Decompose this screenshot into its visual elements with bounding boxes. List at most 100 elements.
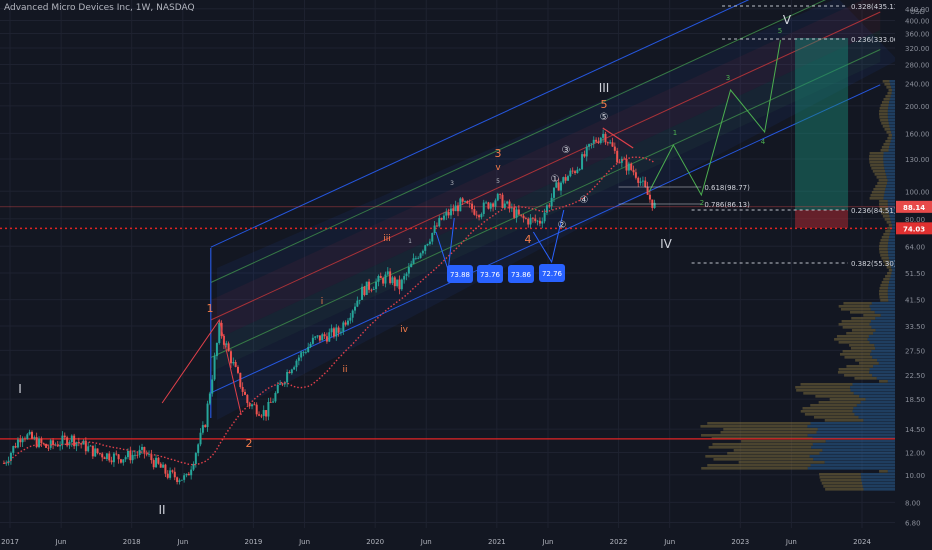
- candle-body: [527, 218, 530, 225]
- candle-body: [478, 215, 481, 218]
- volume-bar-up: [844, 374, 873, 377]
- moving-average: [3, 156, 656, 466]
- volume-bar-down: [875, 347, 895, 350]
- candle-body: [239, 372, 242, 387]
- candle-body: [398, 279, 401, 290]
- volume-bar-up: [850, 347, 876, 350]
- volume-bar-up: [886, 266, 892, 269]
- candle-body: [494, 200, 497, 207]
- volume-bar-up: [887, 227, 892, 230]
- volume-bar-up: [803, 392, 854, 395]
- price-boxes: 73.88 73.76 73.86 72.76: [447, 264, 565, 283]
- volume-bar-down: [868, 335, 895, 338]
- volume-bar-down: [871, 302, 895, 305]
- wave-label-primary: V: [783, 13, 792, 27]
- volume-bar-down: [887, 110, 895, 113]
- wave-label-circled: ①: [551, 174, 560, 185]
- volume-bar-down: [883, 155, 895, 158]
- candle-body: [548, 205, 551, 207]
- y-tick-label: 27.50: [905, 347, 925, 355]
- volume-bar-up: [882, 125, 890, 128]
- candle-body: [389, 271, 392, 284]
- volume-bar-up: [854, 377, 877, 380]
- candle-body: [433, 225, 436, 233]
- volume-bar-up: [738, 461, 825, 464]
- wave-label-intermediate: 3: [495, 147, 502, 160]
- volume-bar-down: [888, 299, 895, 302]
- fib-label: 0.236(84.51): [851, 207, 897, 215]
- volume-bar-up: [880, 104, 889, 107]
- volume-bar-down: [887, 251, 895, 254]
- volume-bar-up: [881, 122, 889, 125]
- volume-bar-down: [887, 203, 895, 206]
- candle-body: [588, 144, 591, 147]
- y-tick-label: 360.00: [905, 30, 930, 38]
- candle-body: [583, 154, 586, 157]
- volume-bar-up: [842, 326, 872, 329]
- candle-body: [94, 448, 97, 457]
- volume-bar-up: [810, 404, 857, 407]
- projection: [161, 39, 781, 416]
- candle-body: [616, 150, 619, 163]
- candle-body: [574, 171, 577, 173]
- candle-body: [70, 435, 73, 443]
- volume-bar-down: [887, 179, 895, 182]
- candle-body: [520, 214, 523, 216]
- candle-body: [482, 202, 485, 214]
- volume-bar-down: [888, 242, 895, 245]
- volume-bar-down: [822, 449, 895, 452]
- volume-bar-up: [838, 341, 870, 344]
- fib-label: 0.618(98.77): [704, 184, 750, 192]
- candle-body: [265, 410, 268, 417]
- candle-body: [630, 163, 633, 170]
- candle-body: [183, 475, 186, 480]
- y-tick-label: 51.50: [905, 270, 925, 278]
- volume-bar-down: [878, 362, 895, 365]
- volume-bar-down: [890, 275, 895, 278]
- volume-bar-up: [838, 323, 870, 326]
- candle-body: [330, 328, 333, 333]
- x-tick-label: 2022: [610, 538, 628, 546]
- candle-body: [637, 177, 640, 183]
- volume-bar-up: [879, 242, 889, 245]
- candle-body: [571, 170, 574, 172]
- volume-bar-down: [892, 269, 895, 272]
- candle-body: [606, 142, 609, 144]
- candle-body: [52, 440, 55, 445]
- volume-bar-up: [888, 134, 893, 137]
- candle-body: [393, 277, 396, 287]
- wave-label-minor: 5: [496, 178, 500, 185]
- candle-body: [339, 331, 342, 333]
- volume-bar-down: [888, 284, 895, 287]
- candle-body: [344, 322, 347, 325]
- wave-label-circled: ③: [562, 145, 571, 156]
- volume-bar-up: [880, 254, 889, 257]
- wave-label-primary: II: [158, 503, 165, 517]
- volume-bar-up: [851, 329, 876, 332]
- volume-bar-down: [885, 188, 895, 191]
- candle-body: [241, 386, 244, 392]
- candle-body: [403, 276, 406, 280]
- price-tag-label: 74.03: [903, 225, 925, 233]
- volume-bar-up: [712, 443, 813, 446]
- fib-levels: 0.328(435.13) 0.236(333.06) 0.618(98.77) 0.…: [618, 3, 901, 268]
- ma-line: [3, 156, 656, 466]
- candle-body: [375, 281, 378, 290]
- volume-bar-down: [884, 191, 895, 194]
- candle-body: [311, 337, 314, 344]
- volume-bar-up: [859, 362, 879, 365]
- wave-label-projection: 4: [761, 138, 766, 146]
- volume-bar-up: [883, 278, 890, 281]
- volume-bar-down: [852, 410, 895, 413]
- price-box: [539, 264, 565, 282]
- candle-body: [206, 403, 209, 428]
- volume-bar-down: [807, 425, 895, 428]
- candle-body: [244, 391, 247, 395]
- candle-body: [428, 241, 431, 244]
- candle-body: [391, 277, 394, 284]
- x-axis-bg: [0, 528, 932, 550]
- volume-bar-down: [819, 452, 895, 455]
- candle-body: [80, 443, 83, 445]
- candle-body: [286, 372, 289, 383]
- candle-body: [40, 438, 43, 444]
